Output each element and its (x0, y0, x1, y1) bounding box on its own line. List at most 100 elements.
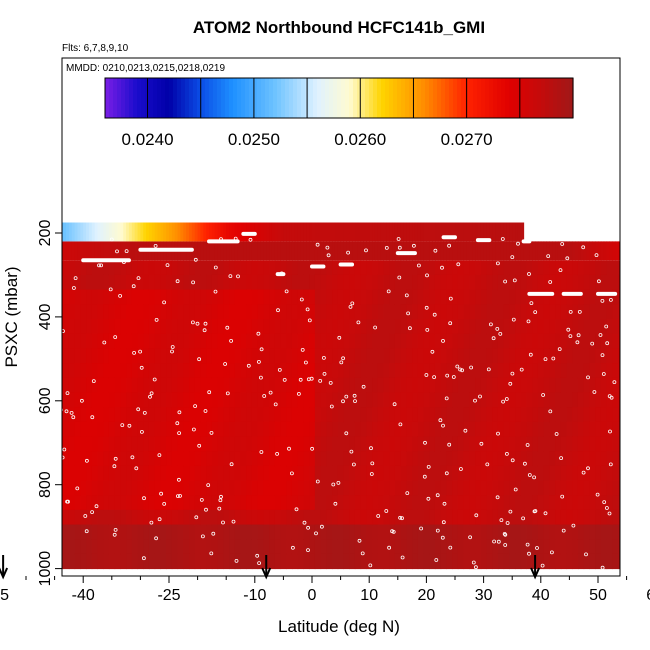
heatmap-cell (480, 289, 487, 305)
heatmap-cell (103, 421, 110, 437)
heatmap-cell (257, 274, 264, 291)
heatmap-cell (343, 553, 350, 570)
heatmap-cell (108, 333, 116, 349)
heatmap-cell (309, 319, 316, 335)
heatmap-cell (394, 241, 399, 261)
heatmap-cell (257, 348, 264, 364)
heatmap-cell (200, 260, 207, 276)
heatmap-cell (354, 274, 362, 291)
heatmap-cell (624, 436, 630, 451)
heatmap-cell (231, 222, 236, 242)
heatmap-cell (194, 553, 201, 570)
heatmap-cell (647, 422, 650, 437)
heatmap-cell (274, 539, 282, 555)
sample-point (255, 553, 260, 558)
heatmap-cell (274, 392, 282, 408)
heatmap-cell (417, 348, 425, 364)
heatmap-cell (624, 378, 630, 393)
heatmap-cell (572, 274, 579, 291)
heatmap-cell (229, 319, 236, 335)
heatmap-cell (377, 465, 384, 481)
heatmap-cell (372, 289, 379, 305)
heatmap-cell (309, 524, 316, 540)
heatmap-cell (0, 525, 6, 540)
heatmap-cell (606, 274, 613, 291)
heatmap-cell (217, 407, 224, 423)
heatmap-cell (62, 319, 64, 335)
sample-point (337, 335, 342, 340)
heatmap-cell (606, 377, 613, 393)
sample-point (194, 515, 199, 520)
colorbar-cell (281, 78, 286, 118)
heatmap-cell (555, 392, 562, 408)
heatmap-cell (475, 319, 482, 335)
heatmap-cell (515, 495, 522, 511)
heatmap-cell (189, 304, 196, 320)
heatmap-cell (62, 260, 64, 276)
heatmap-cell (314, 304, 322, 320)
sample-point (62, 455, 65, 460)
sample-point (458, 367, 463, 372)
sample-point (609, 297, 613, 302)
heatmap-cell (183, 509, 190, 526)
heatmap-cell (97, 289, 104, 305)
heatmap-cell (157, 222, 161, 242)
heatmap-cell (177, 465, 184, 481)
heatmap-cell (220, 241, 224, 261)
heatmap-cell (389, 392, 396, 408)
heatmap-cell (183, 363, 190, 379)
sample-point (262, 394, 267, 398)
heatmap-cell (417, 241, 422, 261)
heatmap-cell (291, 407, 299, 423)
heatmap-cell (406, 495, 413, 511)
heatmap-cell (394, 333, 402, 349)
heatmap-cell (146, 222, 150, 242)
heatmap-cell (197, 222, 201, 242)
heatmap-cell (320, 553, 327, 570)
colorbar-cell (401, 78, 406, 118)
heatmap-cell (560, 539, 568, 555)
sample-point (341, 356, 346, 361)
heatmap-cell (480, 539, 487, 555)
heatmap-cell (497, 465, 505, 481)
x-axis-label: Latitude (deg N) (278, 617, 400, 636)
sample-point (360, 551, 365, 556)
sample-point (315, 242, 320, 247)
heatmap-cell (543, 524, 550, 540)
sample-point (460, 368, 465, 373)
heatmap-cell (0, 422, 1, 437)
sample-point (287, 446, 291, 451)
heatmap-cell (560, 465, 568, 481)
heatmap-cell (52, 334, 58, 349)
heatmap-cell (635, 422, 641, 437)
heatmap-cell (572, 348, 579, 364)
heatmap-cell (217, 392, 224, 408)
heatmap-cell (234, 319, 241, 335)
heatmap-cell (449, 241, 453, 261)
heatmap-cell (537, 348, 545, 364)
heatmap-cell (417, 480, 425, 496)
sample-point (411, 243, 416, 248)
heatmap-cell (463, 333, 470, 349)
heatmap-cell (526, 289, 533, 305)
heatmap-cell (486, 222, 490, 242)
heatmap-cell (400, 509, 407, 526)
heatmap-cell (520, 304, 527, 320)
heatmap-cell (0, 334, 1, 349)
heatmap-cell (269, 553, 276, 570)
heatmap-cell (549, 333, 556, 349)
sample-point (546, 254, 551, 259)
sample-point (314, 531, 318, 536)
colorbar-cell (205, 78, 210, 118)
y-tick-label: 200 (37, 220, 54, 247)
heatmap-cell (463, 241, 467, 261)
heatmap-cell (200, 539, 207, 555)
heatmap-cell (0, 422, 6, 437)
heatmap-cell (555, 241, 559, 261)
heatmap-cell (457, 436, 465, 452)
heatmap-cell (440, 377, 447, 393)
heatmap-cell (312, 222, 316, 242)
sample-point (575, 340, 580, 345)
heatmap-cell (366, 539, 373, 555)
heatmap-cell (354, 407, 362, 423)
